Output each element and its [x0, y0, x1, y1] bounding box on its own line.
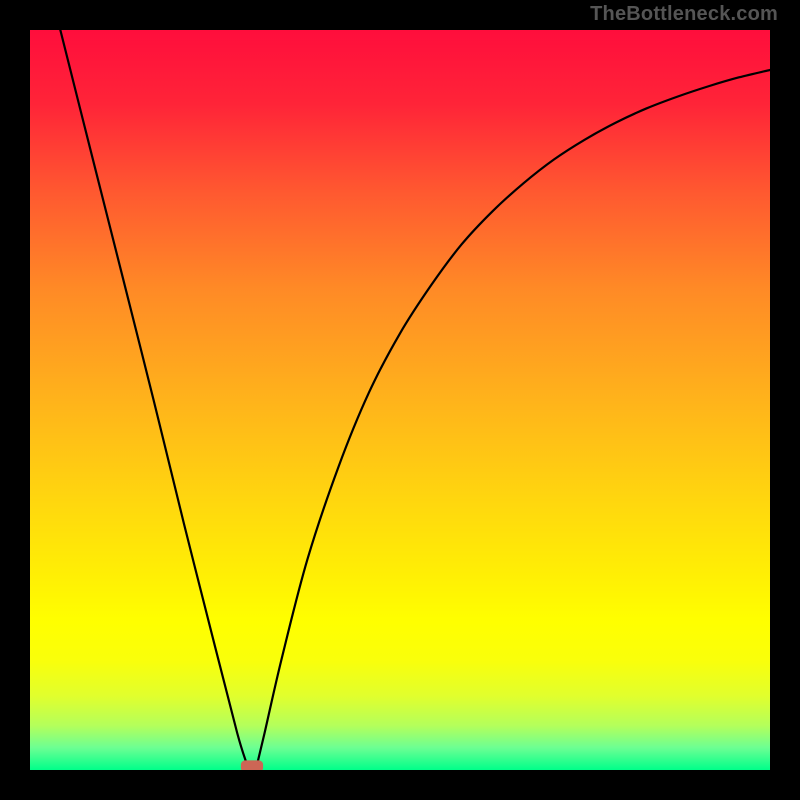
- plot-area: [30, 30, 770, 770]
- bottleneck-chart: [30, 30, 770, 770]
- watermark-text: TheBottleneck.com: [590, 3, 778, 26]
- gradient-background: [30, 30, 770, 770]
- notch-marker: [241, 760, 263, 770]
- chart-container: TheBottleneck.com: [0, 0, 800, 800]
